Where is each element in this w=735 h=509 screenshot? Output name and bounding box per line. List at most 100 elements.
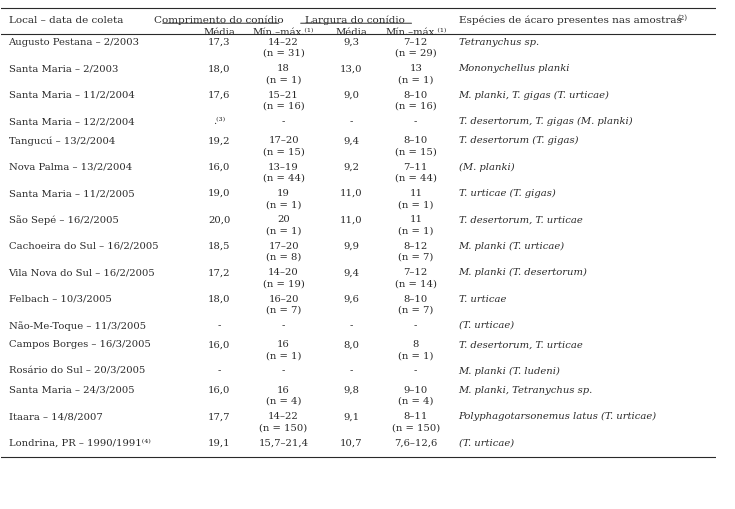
Text: 16
(n = 4): 16 (n = 4) [266,385,301,405]
Text: 19,1: 19,1 [208,438,231,447]
Text: Média: Média [335,27,368,37]
Text: Santa Maria – 11/2/2005: Santa Maria – 11/2/2005 [9,189,135,197]
Text: (T. urticae): (T. urticae) [459,320,514,329]
Text: 9,4: 9,4 [343,136,359,145]
Text: 17–20
(n = 8): 17–20 (n = 8) [266,241,301,262]
Text: Vila Nova do Sul – 16/2/2005: Vila Nova do Sul – 16/2/2005 [9,268,155,277]
Text: -: - [414,117,417,126]
Text: M. planki (T. urticae): M. planki (T. urticae) [459,241,564,250]
Text: Santa Maria – 12/2/2004: Santa Maria – 12/2/2004 [9,117,135,126]
Text: 16,0: 16,0 [208,340,231,349]
Text: 8–10
(n = 16): 8–10 (n = 16) [395,91,437,110]
Text: 7–11
(n = 44): 7–11 (n = 44) [395,162,437,182]
Text: Santa Maria – 11/2/2004: Santa Maria – 11/2/2004 [9,91,135,99]
Text: Mononychellus planki: Mononychellus planki [459,64,570,73]
Text: 9,9: 9,9 [343,241,359,250]
Text: M. planki (T. desertorum): M. planki (T. desertorum) [459,268,587,277]
Text: São Sepé – 16/2/2005: São Sepé – 16/2/2005 [9,215,118,225]
Text: -: - [350,117,353,126]
Text: 8
(n = 1): 8 (n = 1) [398,340,434,359]
Text: -: - [282,320,285,329]
Text: 7–12
(n = 29): 7–12 (n = 29) [395,38,437,58]
Text: Comprimento do conídio: Comprimento do conídio [154,16,284,25]
Text: 16,0: 16,0 [208,162,231,172]
Text: 19,0: 19,0 [208,189,231,197]
Text: 9–10
(n = 4): 9–10 (n = 4) [398,385,434,405]
Text: 18,0: 18,0 [208,294,231,303]
Text: .⁽³⁾: .⁽³⁾ [213,117,226,126]
Text: 9,4: 9,4 [343,268,359,277]
Text: -: - [282,366,285,375]
Text: 7–12
(n = 14): 7–12 (n = 14) [395,268,437,288]
Text: 14–22
(n = 150): 14–22 (n = 150) [259,411,308,432]
Text: 18
(n = 1): 18 (n = 1) [266,64,301,84]
Text: Rosário do Sul – 20/3/2005: Rosário do Sul – 20/3/2005 [9,366,145,375]
Text: 15–21
(n = 16): 15–21 (n = 16) [262,91,304,110]
Text: 9,1: 9,1 [343,411,359,420]
Text: Espécies de ácaro presentes nas amostras: Espécies de ácaro presentes nas amostras [459,16,681,25]
Text: Augusto Pestana – 2/2003: Augusto Pestana – 2/2003 [9,38,140,47]
Text: (M. planki): (M. planki) [459,162,514,172]
Text: Felbach – 10/3/2005: Felbach – 10/3/2005 [9,294,112,303]
Text: 16
(n = 1): 16 (n = 1) [266,340,301,359]
Text: 9,2: 9,2 [343,162,359,172]
Text: T. desertorum, T. urticae: T. desertorum, T. urticae [459,215,582,224]
Text: 17,7: 17,7 [208,411,231,420]
Text: -: - [350,320,353,329]
Text: 7,6–12,6: 7,6–12,6 [394,438,437,447]
Text: -: - [282,117,285,126]
Text: 10,7: 10,7 [340,438,362,447]
Text: Santa Maria – 2/2003: Santa Maria – 2/2003 [9,64,118,73]
Text: 11
(n = 1): 11 (n = 1) [398,189,434,209]
Text: T. urticae (T. gigas): T. urticae (T. gigas) [459,189,556,198]
Text: 9,0: 9,0 [343,91,359,99]
Text: M. planki, T. gigas (T. urticae): M. planki, T. gigas (T. urticae) [459,91,609,100]
Text: 17–20
(n = 15): 17–20 (n = 15) [262,136,304,156]
Text: 16,0: 16,0 [208,385,231,394]
Text: 9,6: 9,6 [343,294,359,303]
Text: Média: Média [204,27,235,37]
Text: Nova Palma – 13/2/2004: Nova Palma – 13/2/2004 [9,162,132,172]
Text: T. desertorum, T. urticae: T. desertorum, T. urticae [459,340,582,349]
Text: 18,5: 18,5 [208,241,231,250]
Text: 9,3: 9,3 [343,38,359,47]
Text: Mín.–máx.⁽¹⁾: Mín.–máx.⁽¹⁾ [253,27,315,37]
Text: 18,0: 18,0 [208,64,231,73]
Text: 14–22
(n = 31): 14–22 (n = 31) [262,38,304,58]
Text: -: - [414,366,417,375]
Text: 19
(n = 1): 19 (n = 1) [266,189,301,209]
Text: Tetranychus sp.: Tetranychus sp. [459,38,539,47]
Text: 17,3: 17,3 [208,38,231,47]
Text: Cachoeira do Sul – 16/2/2005: Cachoeira do Sul – 16/2/2005 [9,241,158,250]
Text: Polyphagotarsonemus latus (T. urticae): Polyphagotarsonemus latus (T. urticae) [459,411,657,420]
Text: 11
(n = 1): 11 (n = 1) [398,215,434,235]
Text: Mín.–máx.⁽¹⁾: Mín.–máx.⁽¹⁾ [385,27,446,37]
Text: 20,0: 20,0 [208,215,231,224]
Text: Largura do conídio: Largura do conídio [305,16,405,25]
Text: 15,7–21,4: 15,7–21,4 [259,438,309,447]
Text: (T. urticae): (T. urticae) [459,438,514,447]
Text: T. desertorum (T. gigas): T. desertorum (T. gigas) [459,136,578,145]
Text: 14–20
(n = 19): 14–20 (n = 19) [262,268,304,288]
Text: 11,0: 11,0 [340,189,363,197]
Text: Não-Me-Toque – 11/3/2005: Não-Me-Toque – 11/3/2005 [9,320,146,330]
Text: M. planki (T. ludeni): M. planki (T. ludeni) [459,366,561,375]
Text: 9,8: 9,8 [343,385,359,394]
Text: -: - [218,366,221,375]
Text: 20
(n = 1): 20 (n = 1) [266,215,301,235]
Text: Tangucú – 13/2/2004: Tangucú – 13/2/2004 [9,136,115,146]
Text: 16–20
(n = 7): 16–20 (n = 7) [266,294,301,314]
Text: 13–19
(n = 44): 13–19 (n = 44) [262,162,304,182]
Text: 8–10
(n = 15): 8–10 (n = 15) [395,136,437,156]
Text: 8–10
(n = 7): 8–10 (n = 7) [398,294,434,314]
Text: -: - [350,366,353,375]
Text: Santa Maria – 24/3/2005: Santa Maria – 24/3/2005 [9,385,135,394]
Text: T. urticae: T. urticae [459,294,506,303]
Text: 13,0: 13,0 [340,64,362,73]
Text: 11,0: 11,0 [340,215,363,224]
Text: -: - [414,320,417,329]
Text: Campos Borges – 16/3/2005: Campos Borges – 16/3/2005 [9,340,151,349]
Text: T. desertorum, T. gigas (M. planki): T. desertorum, T. gigas (M. planki) [459,117,632,126]
Text: Local – data de coleta: Local – data de coleta [9,16,123,24]
Text: M. planki, Tetranychus sp.: M. planki, Tetranychus sp. [459,385,593,394]
